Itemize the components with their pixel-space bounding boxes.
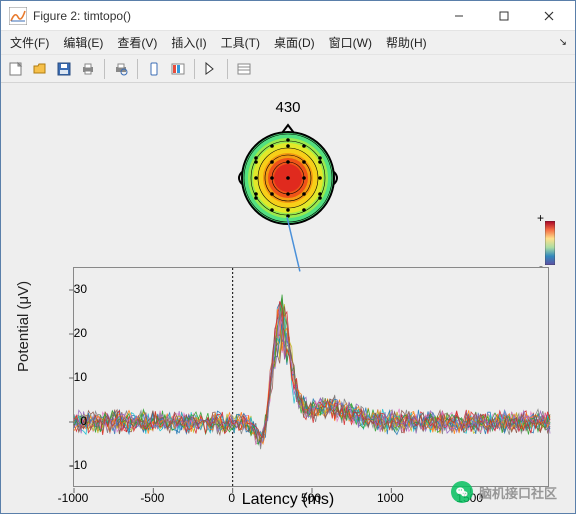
new-figure-button[interactable] [5,58,27,80]
watermark: 脑机接口社区 [451,481,557,503]
y-tick-label: 30 [61,282,87,296]
edit-plot-button[interactable] [200,58,222,80]
insert-colorbar-button[interactable] [167,58,189,80]
toolbar-separator [137,59,138,79]
matlab-figure-icon [9,7,27,25]
menu-tools[interactable]: 工具(T) [214,32,267,53]
watermark-text: 脑机接口社区 [479,483,557,502]
y-tick-label: 20 [61,326,87,340]
y-tick-label: 0 [61,414,87,428]
toolbar [1,55,575,83]
y-tick-label: -10 [61,458,87,472]
x-tick-label: 1000 [377,491,404,505]
open-property-button[interactable] [233,58,255,80]
figure-window: Figure 2: timtopo() 文件(F) 编辑(E) 查看(V) 插入… [0,0,576,514]
print-button[interactable] [77,58,99,80]
x-tick-label: -1000 [58,491,89,505]
menu-help[interactable]: 帮助(H) [379,32,434,53]
menu-file[interactable]: 文件(F) [3,32,56,53]
titlebar: Figure 2: timtopo() [1,1,575,31]
window-title: Figure 2: timtopo() [33,9,436,23]
erp-plot [73,267,549,487]
colorbar-plus-label: + [537,211,544,225]
menu-insert[interactable]: 插入(I) [164,32,213,53]
menu-window[interactable]: 窗口(W) [322,32,379,53]
figure-area: 430 + - Potential (μV) [1,83,575,513]
minimize-button[interactable] [436,2,481,30]
menu-desktop[interactable]: 桌面(D) [267,32,322,53]
figure-canvas[interactable]: 430 + - Potential (μV) [5,87,571,509]
maximize-button[interactable] [481,2,526,30]
y-tick-label: 10 [61,370,87,384]
link-button[interactable] [143,58,165,80]
toolbar-separator [104,59,105,79]
x-tick-label: 0 [228,491,235,505]
toolbar-separator [227,59,228,79]
print-preview-button[interactable] [110,58,132,80]
chart-title: 430 [275,99,300,116]
x-tick-label: 500 [301,491,321,505]
close-button[interactable] [526,2,571,30]
menu-expand-icon[interactable]: ↘ [553,37,573,48]
y-axis-label: Potential (μV) [15,281,32,372]
topomap-head [233,123,343,233]
colorbar: + - [545,221,555,265]
menubar: 文件(F) 编辑(E) 查看(V) 插入(I) 工具(T) 桌面(D) 窗口(W… [1,31,575,55]
open-button[interactable] [29,58,51,80]
wechat-icon [451,481,473,503]
x-tick-label: -500 [140,491,164,505]
menu-edit[interactable]: 编辑(E) [56,32,110,53]
save-button[interactable] [53,58,75,80]
menu-view[interactable]: 查看(V) [110,32,164,53]
toolbar-separator [194,59,195,79]
